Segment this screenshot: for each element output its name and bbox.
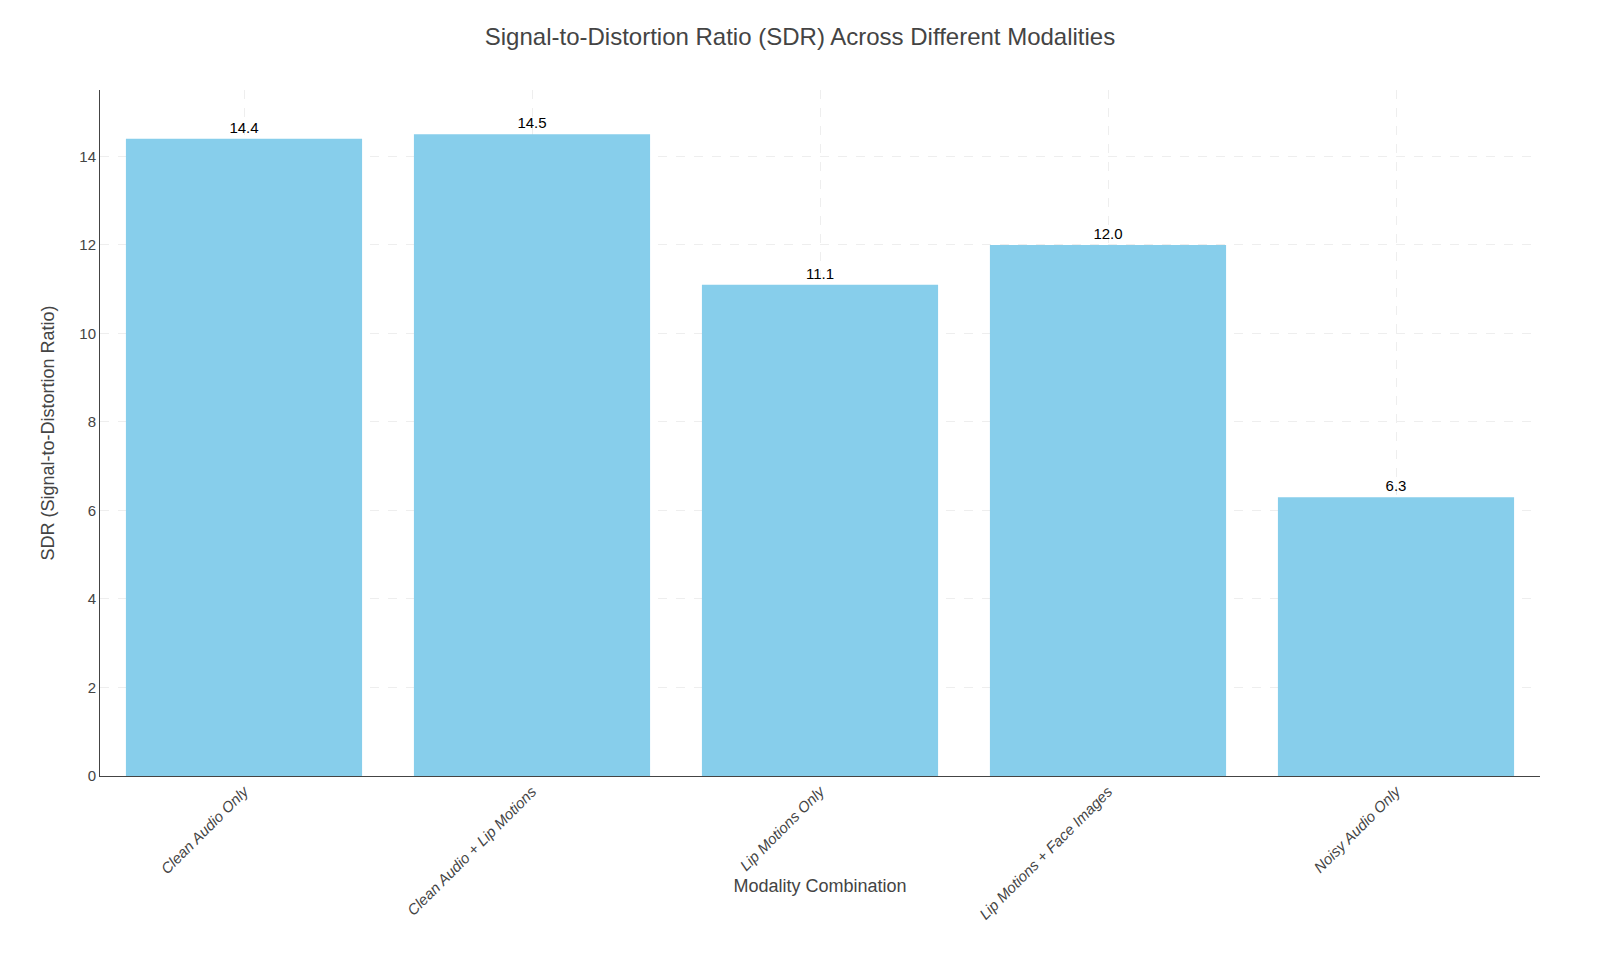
svg-text:Lip Motions Only: Lip Motions Only [736,782,828,874]
svg-text:14.5: 14.5 [517,114,546,131]
svg-text:Signal-to-Distortion Ratio (SD: Signal-to-Distortion Ratio (SDR) Across … [485,23,1115,50]
svg-text:8: 8 [88,413,96,430]
svg-text:2: 2 [88,679,96,696]
svg-text:4: 4 [88,590,96,607]
svg-text:10: 10 [79,325,96,342]
svg-text:11.1: 11.1 [806,265,834,282]
svg-text:SDR (Signal-to-Distortion Rati: SDR (Signal-to-Distortion Ratio) [38,305,58,560]
svg-text:0: 0 [88,767,96,784]
svg-text:12: 12 [79,236,96,253]
svg-text:Modality Combination: Modality Combination [733,876,906,896]
svg-text:6: 6 [88,502,96,519]
svg-text:12.0: 12.0 [1093,225,1122,242]
svg-text:Noisy Audio Only: Noisy Audio Only [1310,782,1404,876]
svg-text:14.4: 14.4 [229,119,258,136]
svg-text:Lip Motions + Face Images: Lip Motions + Face Images [976,783,1116,923]
svg-text:Clean Audio Only: Clean Audio Only [157,782,252,877]
svg-text:14: 14 [79,148,96,165]
svg-text:Clean Audio + Lip Motions: Clean Audio + Lip Motions [404,783,540,919]
svg-text:6.3: 6.3 [1386,477,1407,494]
